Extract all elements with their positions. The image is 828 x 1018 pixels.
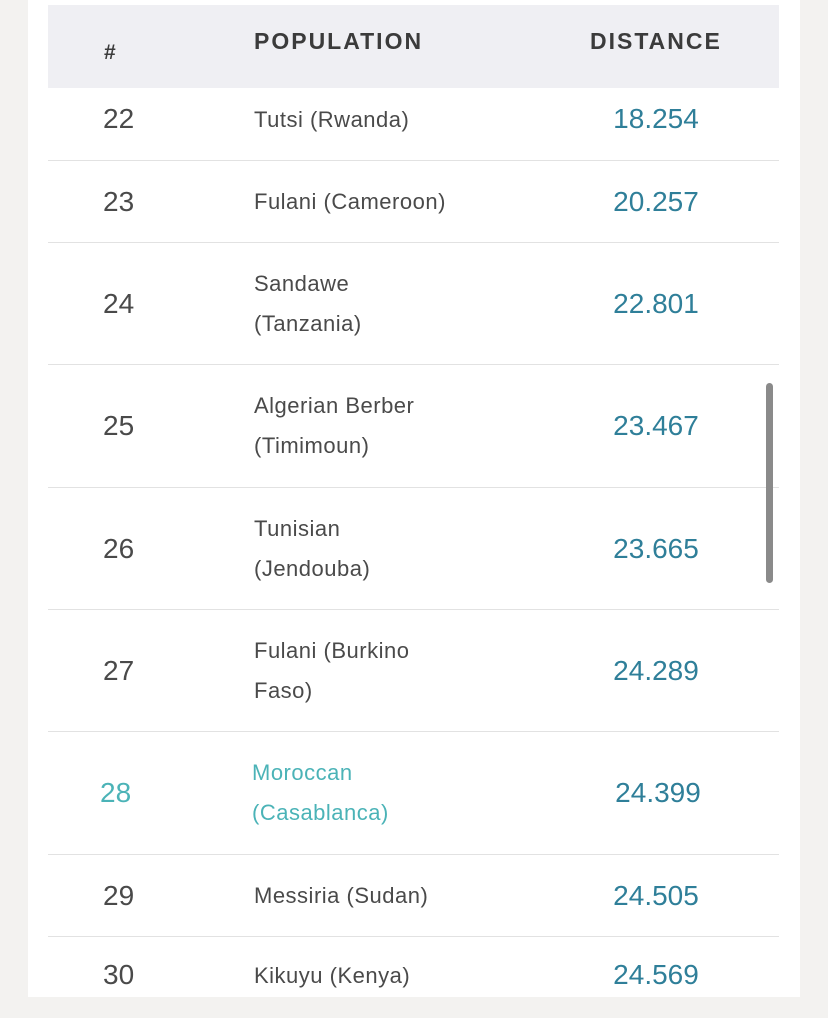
table-row: 23 Fulani (Cameroon) 20.257 [48,161,779,243]
distance-cell: 22.801 [613,287,699,319]
rank-cell: 27 [103,654,135,686]
rank-cell: 22 [103,103,135,134]
rank-cell: 24 [103,287,135,319]
distance-cell: 24.399 [615,777,701,808]
table-row: 25 Algerian Berber (Timimoun) 23.467 [48,365,779,488]
rank-cell: 29 [103,879,135,911]
population-cell: Fulani (Cameroon) [254,188,446,214]
distance-cell: 24.289 [613,654,699,686]
table-row: 24 Sandawe (Tanzania) 22.801 [48,243,779,365]
population-cell: Tutsi (Rwanda) [254,107,410,132]
population-cell: Kikuyu (Kenya) [254,962,411,988]
population-cell: Moroccan (Casablanca) [252,760,389,825]
population-cell: Tunisian (Jendouba) [254,515,371,581]
distance-cell: 24.505 [613,879,699,911]
distance-cell: 20.257 [613,185,699,217]
population-cell: Algerian Berber (Timimoun) [254,393,415,458]
distance-cell: 23.665 [613,532,699,564]
table-header: # POPULATION DISTANCE [48,5,779,88]
rank-cell: 28 [100,777,132,808]
population-cell: Messiria (Sudan) [254,882,429,908]
column-header-population: POPULATION [254,28,424,54]
table-row: 26 Tunisian (Jendouba) 23.665 [48,488,779,610]
population-cell: Sandawe (Tanzania) [254,270,362,336]
rank-cell: 23 [103,185,135,217]
table-row: 30 Kikuyu (Kenya) 24.569 [48,937,779,1018]
column-header-distance: DISTANCE [590,28,722,54]
results-card [28,0,800,997]
distance-cell: 18.254 [613,103,699,134]
population-cell: Fulani (Burkino Faso) [254,637,410,703]
column-header-rank: # [104,41,116,64]
table-row: 29 Messiria (Sudan) 24.505 [48,855,779,937]
table-row-highlighted: 28 Moroccan (Casablanca) 24.399 [48,732,779,855]
rank-cell: 26 [103,532,135,564]
rank-cell: 25 [103,410,135,441]
vertical-scrollbar[interactable] [766,383,773,583]
rank-cell: 30 [103,958,135,990]
distance-table: # POPULATION DISTANCE 22 Tutsi (Rwanda) … [48,5,779,1018]
table-row: 22 Tutsi (Rwanda) 18.254 [48,88,779,161]
table-row: 27 Fulani (Burkino Faso) 24.289 [48,610,779,732]
distance-cell: 23.467 [613,410,699,441]
distance-cell: 24.569 [613,958,699,990]
